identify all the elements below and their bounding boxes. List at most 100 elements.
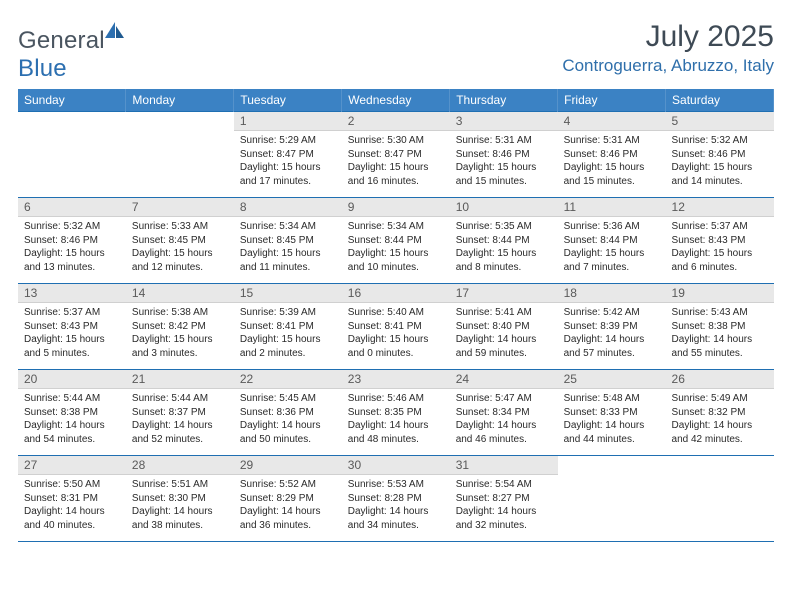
day-number: 7 <box>126 198 234 217</box>
daylight-line: Daylight: 15 hours and 15 minutes. <box>456 162 537 187</box>
sunset-line: Sunset: 8:43 PM <box>672 235 746 246</box>
sunset-line: Sunset: 8:41 PM <box>348 321 422 332</box>
sunrise-line: Sunrise: 5:35 AM <box>456 221 532 232</box>
title-block: July 2025 Controguerra, Abruzzo, Italy <box>562 20 774 76</box>
brand-part2: Blue <box>18 55 67 82</box>
daylight-line: Daylight: 14 hours and 54 minutes. <box>24 420 105 445</box>
calendar-day-cell: 4Sunrise: 5:31 AMSunset: 8:46 PMDaylight… <box>558 112 666 198</box>
day-number: 12 <box>666 198 774 217</box>
sunset-line: Sunset: 8:31 PM <box>24 493 98 504</box>
day-number: 13 <box>18 284 126 303</box>
sunrise-line: Sunrise: 5:36 AM <box>564 221 640 232</box>
day-number: 8 <box>234 198 342 217</box>
calendar-day-cell: 21Sunrise: 5:44 AMSunset: 8:37 PMDayligh… <box>126 370 234 456</box>
daylight-line: Daylight: 15 hours and 14 minutes. <box>672 162 753 187</box>
day-details: Sunrise: 5:39 AMSunset: 8:41 PMDaylight:… <box>234 303 342 364</box>
day-number: 15 <box>234 284 342 303</box>
sunrise-line: Sunrise: 5:40 AM <box>348 307 424 318</box>
daylight-line: Daylight: 14 hours and 34 minutes. <box>348 506 429 531</box>
day-number: 17 <box>450 284 558 303</box>
day-details: Sunrise: 5:41 AM Sunset: 8:40 PM Daylight:… <box>450 303 558 364</box>
sunrise-line: Sunrise: 5:43 AM <box>672 307 748 318</box>
day-number: 23 <box>342 370 450 389</box>
day-number: 14 <box>126 284 234 303</box>
day-details: Sunrise: 5:42 AM Sunset: 8:39 PM Daylight:… <box>558 303 666 364</box>
sunrise-line: Sunrise: 5:49 AM <box>672 393 748 404</box>
day-number: 28 <box>126 456 234 475</box>
weekday-header: Saturday <box>666 89 774 112</box>
calendar-day-cell: 14Sunrise: 5:38 AMSunset: 8:42 PMDayligh… <box>126 284 234 370</box>
calendar-day-cell: 22Sunrise: 5:45 AMSunset: 8:36 PMDayligh… <box>234 370 342 456</box>
day-details: Sunrise: 5:40 AMSunset: 8:41 PMDaylight:… <box>342 303 450 364</box>
calendar-day-cell: .. <box>558 456 666 542</box>
calendar-day-cell: 20Sunrise: 5:44 AMSunset: 8:38 PMDayligh… <box>18 370 126 456</box>
brand-text: GeneralBlue <box>18 26 125 83</box>
calendar-page: GeneralBlue July 2025 Controguerra, Abru… <box>0 0 792 554</box>
month-title: July 2025 <box>562 20 774 54</box>
day-details: Sunrise: 5:53 AMSunset: 8:28 PMDaylight:… <box>342 475 450 536</box>
sunrise-line: Sunrise: 5:51 AM <box>132 479 208 490</box>
sunrise-line: Sunrise: 5:41 AM <box>456 307 532 318</box>
sunset-line: Sunset: 8:43 PM <box>24 321 98 332</box>
calendar-week-row: 6Sunrise: 5:32 AMSunset: 8:46 PMDaylight… <box>18 198 774 284</box>
sunrise-line: Sunrise: 5:30 AM <box>348 135 424 146</box>
sunset-line: Sunset: 8:32 PM <box>672 407 746 418</box>
calendar-day-cell: 27Sunrise: 5:50 AMSunset: 8:31 PMDayligh… <box>18 456 126 542</box>
daylight-line: Daylight: 14 hours and 57 minutes. <box>564 334 645 359</box>
calendar-day-cell: .. <box>126 112 234 198</box>
calendar-day-cell: 29Sunrise: 5:52 AMSunset: 8:29 PMDayligh… <box>234 456 342 542</box>
daylight-line: Daylight: 15 hours and 16 minutes. <box>348 162 429 187</box>
calendar-day-cell: 15Sunrise: 5:39 AMSunset: 8:41 PMDayligh… <box>234 284 342 370</box>
sunrise-line: Sunrise: 5:46 AM <box>348 393 424 404</box>
sunrise-line: Sunrise: 5:48 AM <box>564 393 640 404</box>
day-details: Sunrise: 5:49 AMSunset: 8:32 PMDaylight:… <box>666 389 774 450</box>
daylight-line: Daylight: 14 hours and 52 minutes. <box>132 420 213 445</box>
daylight-line: Daylight: 15 hours and 10 minutes. <box>348 248 429 273</box>
daylight-line: Daylight: 14 hours and 40 minutes. <box>24 506 105 531</box>
sunset-line: Sunset: 8:39 PM <box>564 321 638 332</box>
day-number: 16 <box>342 284 450 303</box>
daylight-line: Daylight: 14 hours and 55 minutes. <box>672 334 753 359</box>
sunrise-line: Sunrise: 5:29 AM <box>240 135 316 146</box>
sunrise-line: Sunrise: 5:37 AM <box>672 221 748 232</box>
day-details: Sunrise: 5:37 AMSunset: 8:43 PMDaylight:… <box>18 303 126 364</box>
day-number: 5 <box>666 112 774 131</box>
day-details: Sunrise: 5:32 AMSunset: 8:46 PMDaylight:… <box>18 217 126 278</box>
sunrise-line: Sunrise: 5:54 AM <box>456 479 532 490</box>
sail-icon <box>103 21 125 48</box>
sunset-line: Sunset: 8:41 PM <box>240 321 314 332</box>
sunrise-line: Sunrise: 5:42 AM <box>564 307 640 318</box>
daylight-line: Daylight: 14 hours and 59 minutes. <box>456 334 537 359</box>
calendar-day-cell: 3Sunrise: 5:31 AMSunset: 8:46 PMDaylight… <box>450 112 558 198</box>
sunset-line: Sunset: 8:46 PM <box>672 149 746 160</box>
calendar-day-cell: 2Sunrise: 5:30 AMSunset: 8:47 PMDaylight… <box>342 112 450 198</box>
calendar-day-cell: 18Sunrise: 5:42 AMSunset: 8:39 PMDayligh… <box>558 284 666 370</box>
day-number: 9 <box>342 198 450 217</box>
sunrise-line: Sunrise: 5:34 AM <box>348 221 424 232</box>
sunrise-line: Sunrise: 5:31 AM <box>564 135 640 146</box>
daylight-line: Daylight: 14 hours and 32 minutes. <box>456 506 537 531</box>
calendar-day-cell: 11Sunrise: 5:36 AMSunset: 8:44 PMDayligh… <box>558 198 666 284</box>
sunset-line: Sunset: 8:46 PM <box>456 149 530 160</box>
daylight-line: Daylight: 15 hours and 17 minutes. <box>240 162 321 187</box>
day-details: Sunrise: 5:34 AMSunset: 8:45 PMDaylight:… <box>234 217 342 278</box>
day-details: Sunrise: 5:50 AMSunset: 8:31 PMDaylight:… <box>18 475 126 536</box>
sunrise-line: Sunrise: 5:45 AM <box>240 393 316 404</box>
sunset-line: Sunset: 8:33 PM <box>564 407 638 418</box>
sunrise-line: Sunrise: 5:44 AM <box>24 393 100 404</box>
sunset-line: Sunset: 8:29 PM <box>240 493 314 504</box>
day-number: 26 <box>666 370 774 389</box>
topbar: GeneralBlue July 2025 Controguerra, Abru… <box>18 20 774 83</box>
calendar-day-cell: 10Sunrise: 5:35 AMSunset: 8:44 PMDayligh… <box>450 198 558 284</box>
day-details: Sunrise: 5:47 AMSunset: 8:34 PMDaylight:… <box>450 389 558 450</box>
sunset-line: Sunset: 8:40 PM <box>456 321 530 332</box>
daylight-line: Daylight: 14 hours and 48 minutes. <box>348 420 429 445</box>
sunrise-line: Sunrise: 5:31 AM <box>456 135 532 146</box>
sunrise-line: Sunrise: 5:52 AM <box>240 479 316 490</box>
day-number: 21 <box>126 370 234 389</box>
sunset-line: Sunset: 8:38 PM <box>672 321 746 332</box>
day-number: 10 <box>450 198 558 217</box>
day-number: 2 <box>342 112 450 131</box>
weekday-header: Tuesday <box>234 89 342 112</box>
calendar-day-cell: 12Sunrise: 5:37 AMSunset: 8:43 PMDayligh… <box>666 198 774 284</box>
